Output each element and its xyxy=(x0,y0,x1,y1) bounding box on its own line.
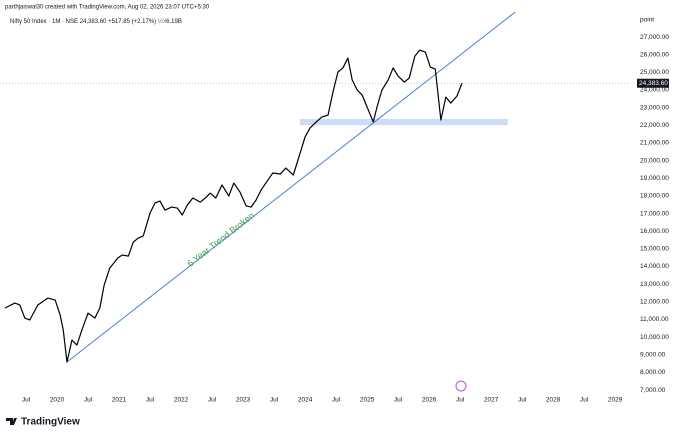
x-tick-label: 2025 xyxy=(360,397,375,404)
x-tick-label: Jul xyxy=(580,397,589,404)
credit: parthjaiswal30 created with TradingView.… xyxy=(5,5,210,11)
event-icon xyxy=(455,380,467,392)
x-tick-label: Jul xyxy=(270,397,279,404)
y-tick-label: 24,000.00 xyxy=(640,87,669,94)
x-tick-label: Jul xyxy=(84,397,93,404)
price-series xyxy=(4,49,463,363)
price: 24,383.60 xyxy=(80,19,107,25)
logo: TradingView xyxy=(6,417,80,428)
x-tick-label: 2023 xyxy=(236,397,251,404)
y-tick-label: 15,000.00 xyxy=(640,246,669,253)
x-tick-label: Jul xyxy=(394,397,403,404)
y-tick-label: 27,000.00 xyxy=(640,34,669,41)
y-tick-label: 17,000.00 xyxy=(640,210,669,217)
y-tick-label: 13,000.00 xyxy=(640,281,669,288)
y-tick-label: 9,000.00 xyxy=(640,351,666,358)
support-zone xyxy=(300,118,508,126)
y-tick-label: 25,000.00 xyxy=(640,69,669,76)
x-tick-label: 2028 xyxy=(546,397,561,404)
x-tick-label: Jul xyxy=(456,397,465,404)
x-tick-label: 2022 xyxy=(174,397,189,404)
volume-label: Vol xyxy=(158,19,166,25)
y-tick-label: 8,000.00 xyxy=(640,369,666,376)
y-tick-label: 14,000.00 xyxy=(640,263,669,270)
symbol-line: Nifty 50 Index · 1M · NSE 24,383.60 +517… xyxy=(10,19,182,25)
y-tick-label: 12,000.00 xyxy=(640,299,669,306)
y-tick-label: 22,000.00 xyxy=(640,122,669,129)
logo-icon xyxy=(6,418,17,425)
trendline xyxy=(66,11,516,363)
x-tick-label: 2024 xyxy=(298,397,313,404)
price-badge xyxy=(637,78,669,88)
x-tick-label: Jul xyxy=(22,397,31,404)
annotation: 6 Year Trend Broken xyxy=(185,210,256,268)
y-tick-label: 10,000.00 xyxy=(640,334,669,341)
y-tick-label: 21,000.00 xyxy=(640,140,669,147)
price-badge-text: 24,383.60 xyxy=(639,80,668,87)
x-tick-label: 2021 xyxy=(112,397,127,404)
x-tick-label: 2020 xyxy=(50,397,65,404)
x-tick-label: Jul xyxy=(332,397,341,404)
x-tick-label: 2029 xyxy=(608,397,623,404)
volume: 6.19B xyxy=(166,19,182,25)
y-tick-label: 11,000.00 xyxy=(640,316,669,323)
y-tick-label: 19,000.00 xyxy=(640,175,669,182)
y-axis-label: point xyxy=(640,17,654,24)
y-tick-label: 23,000.00 xyxy=(640,104,669,111)
y-tick-label: 26,000.00 xyxy=(640,51,669,58)
x-tick-label: Jul xyxy=(146,397,155,404)
y-tick-label: 18,000.00 xyxy=(640,193,669,200)
y-tick-label: 7,000.00 xyxy=(640,387,666,394)
x-tick-label: Jul xyxy=(208,397,217,404)
x-tick-label: 2026 xyxy=(422,397,437,404)
x-tick-label: Jul xyxy=(518,397,527,404)
y-tick-label: 16,000.00 xyxy=(640,228,669,235)
change: +517.85 (+2.17%) xyxy=(108,19,156,25)
symbol: Nifty 50 Index · 1M · NSE xyxy=(10,19,78,25)
logo-text: TradingView xyxy=(21,417,80,428)
y-tick-label: 20,000.00 xyxy=(640,157,669,164)
x-tick-label: 2027 xyxy=(484,397,499,404)
